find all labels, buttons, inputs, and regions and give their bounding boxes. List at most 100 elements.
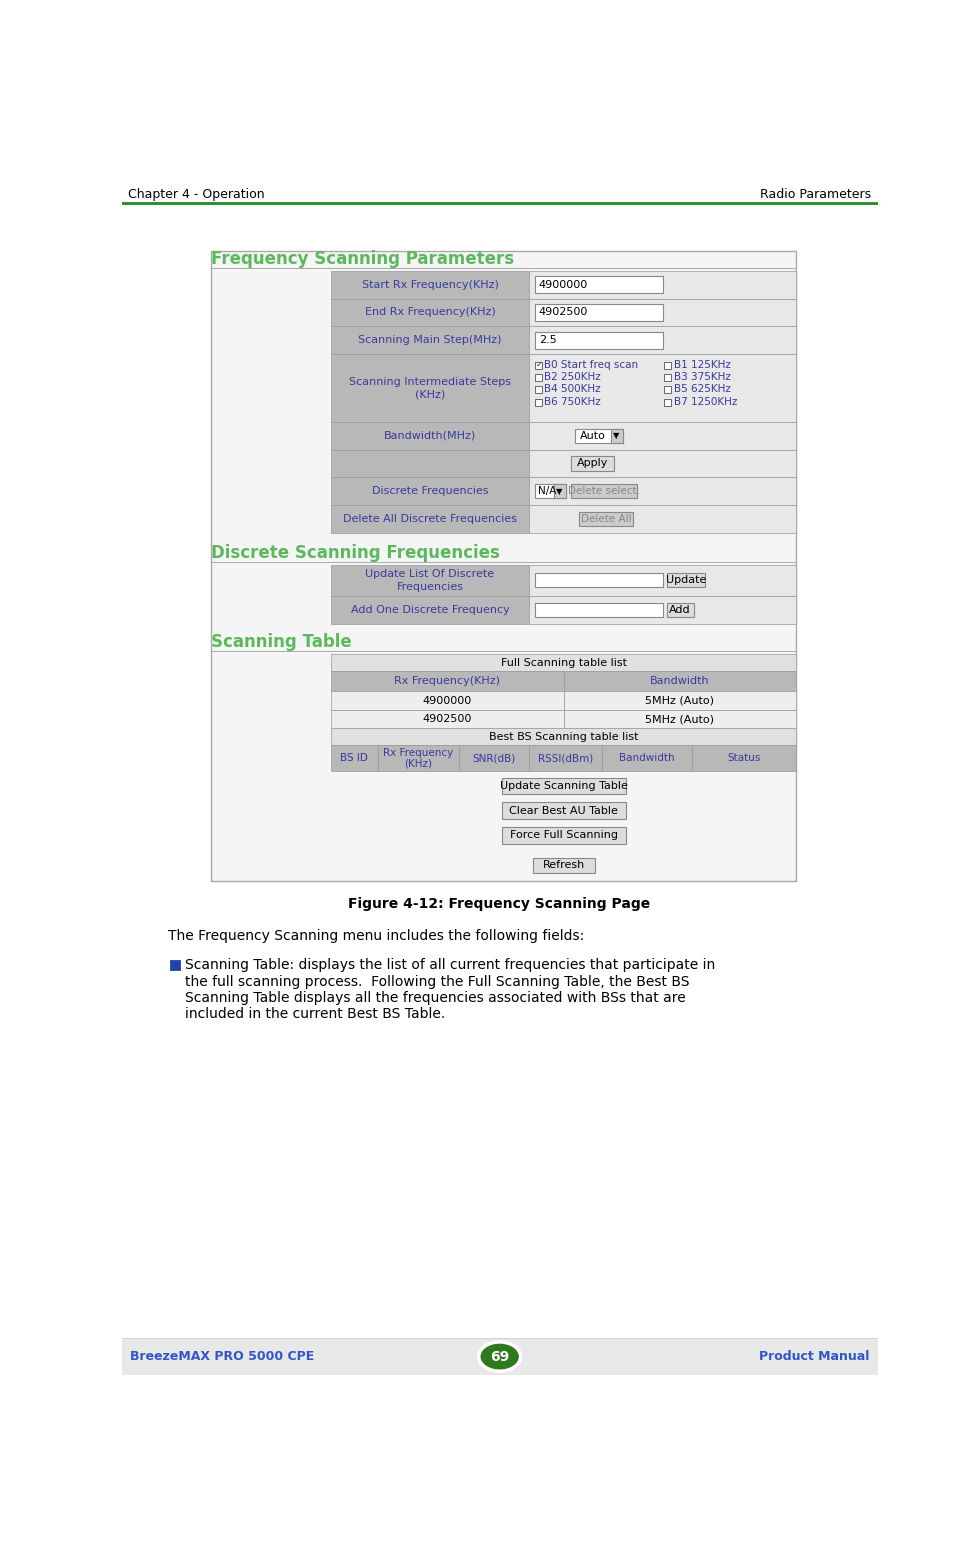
Bar	[377, 745, 459, 771]
Text: ▼: ▼	[613, 431, 620, 440]
Bar	[332, 728, 797, 745]
Text: Rx Frequency: Rx Frequency	[383, 748, 453, 759]
Bar	[564, 691, 797, 709]
Text: Add One Discrete Frequency: Add One Discrete Frequency	[351, 604, 509, 615]
Bar	[667, 573, 706, 587]
Bar	[528, 326, 797, 354]
Text: RSSI(dBm): RSSI(dBm)	[538, 754, 593, 763]
Text: Delete All Discrete Frequencies: Delete All Discrete Frequencies	[343, 514, 517, 524]
Bar	[579, 511, 634, 525]
Bar	[528, 565, 797, 596]
Bar	[211, 250, 797, 881]
Bar	[535, 374, 542, 382]
Bar	[535, 332, 663, 349]
Text: Scanning Intermediate Steps: Scanning Intermediate Steps	[349, 377, 511, 386]
Bar	[528, 422, 797, 450]
Bar	[535, 277, 663, 294]
Bar	[122, 1338, 878, 1375]
Bar	[332, 596, 528, 624]
Text: B0 Start freq scan: B0 Start freq scan	[544, 360, 639, 369]
Text: Discrete Frequencies: Discrete Frequencies	[371, 487, 488, 496]
Bar	[332, 505, 528, 533]
Text: Update List Of Discrete: Update List Of Discrete	[366, 569, 494, 579]
Text: Bandwidth: Bandwidth	[650, 677, 710, 686]
Bar	[170, 959, 180, 970]
Text: Figure 4-12: Frequency Scanning Page: Figure 4-12: Frequency Scanning Page	[348, 896, 650, 912]
Text: B5 625KHz: B5 625KHz	[674, 385, 730, 394]
Text: the full scanning process.  Following the Full Scanning Table, the Best BS: the full scanning process. Following the…	[185, 975, 690, 989]
Text: ✓: ✓	[535, 360, 543, 369]
Text: Scanning Table: displays the list of all current frequencies that participate in: Scanning Table: displays the list of all…	[185, 958, 716, 972]
Bar	[528, 745, 603, 771]
Text: B7 1250KHz: B7 1250KHz	[674, 397, 737, 406]
Text: 4902500: 4902500	[423, 714, 472, 725]
Text: Update: Update	[666, 575, 706, 586]
Bar	[332, 422, 528, 450]
Bar	[611, 428, 623, 442]
Text: Force Full Scanning: Force Full Scanning	[510, 830, 617, 840]
Text: SNR(dB): SNR(dB)	[472, 754, 516, 763]
Text: 4900000: 4900000	[423, 695, 472, 706]
Text: Scanning Table: Scanning Table	[211, 633, 352, 650]
Text: Full Scanning table list: Full Scanning table list	[500, 658, 627, 667]
Bar	[535, 603, 663, 616]
Ellipse shape	[479, 1343, 521, 1372]
Bar	[554, 484, 566, 497]
Bar	[528, 505, 797, 533]
Bar	[332, 354, 528, 422]
Text: Scanning Table displays all the frequencies associated with BSs that are: Scanning Table displays all the frequenc…	[185, 990, 686, 1004]
Text: Rx Frequency(KHz): Rx Frequency(KHz)	[394, 677, 500, 686]
Bar	[332, 691, 564, 709]
Text: Delete select.: Delete select.	[567, 487, 640, 496]
Bar	[664, 362, 672, 369]
Text: 5MHz (Auto): 5MHz (Auto)	[645, 714, 715, 725]
Bar	[535, 573, 663, 587]
Text: Auto: Auto	[580, 431, 605, 440]
Text: Discrete Scanning Frequencies: Discrete Scanning Frequencies	[211, 544, 500, 562]
Bar	[528, 298, 797, 326]
Bar	[528, 354, 797, 422]
Bar	[459, 745, 528, 771]
Text: Radio Parameters: Radio Parameters	[760, 188, 872, 201]
Text: Apply: Apply	[576, 459, 608, 468]
Text: B4 500KHz: B4 500KHz	[544, 385, 601, 394]
Bar	[332, 477, 528, 505]
Bar	[332, 270, 528, 298]
Bar	[528, 270, 797, 298]
Bar	[691, 745, 797, 771]
Bar	[332, 671, 564, 691]
Text: ▼: ▼	[556, 487, 563, 496]
Bar	[535, 386, 542, 394]
Text: (KHz): (KHz)	[414, 389, 445, 399]
Bar	[575, 428, 623, 442]
Bar	[528, 596, 797, 624]
Bar	[332, 565, 528, 596]
Text: Add: Add	[669, 604, 690, 615]
Bar	[332, 709, 564, 728]
Text: Best BS Scanning table list: Best BS Scanning table list	[488, 732, 639, 742]
Text: B6 750KHz: B6 750KHz	[544, 397, 601, 406]
Text: 4900000: 4900000	[539, 280, 588, 290]
Text: Frequency Scanning Parameters: Frequency Scanning Parameters	[211, 250, 514, 267]
Bar	[571, 456, 614, 471]
Bar	[501, 802, 626, 819]
Text: N/A: N/A	[538, 487, 557, 496]
Text: End Rx Frequency(KHz): End Rx Frequency(KHz)	[365, 307, 495, 317]
Text: Status: Status	[727, 754, 760, 763]
Bar	[332, 450, 528, 477]
Bar	[535, 399, 542, 406]
Bar	[571, 484, 638, 497]
Text: B1 125KHz: B1 125KHz	[674, 360, 730, 369]
Text: B3 375KHz: B3 375KHz	[674, 372, 730, 382]
Text: (KHz): (KHz)	[405, 759, 432, 769]
Bar	[664, 386, 672, 394]
Text: 5MHz (Auto): 5MHz (Auto)	[645, 695, 715, 706]
Bar	[501, 827, 626, 844]
Bar	[535, 304, 663, 321]
Bar	[501, 777, 626, 794]
Text: 4902500: 4902500	[539, 307, 588, 317]
Bar	[332, 326, 528, 354]
Bar	[528, 477, 797, 505]
Text: Scanning Main Step(MHz): Scanning Main Step(MHz)	[358, 335, 502, 345]
Bar	[332, 298, 528, 326]
